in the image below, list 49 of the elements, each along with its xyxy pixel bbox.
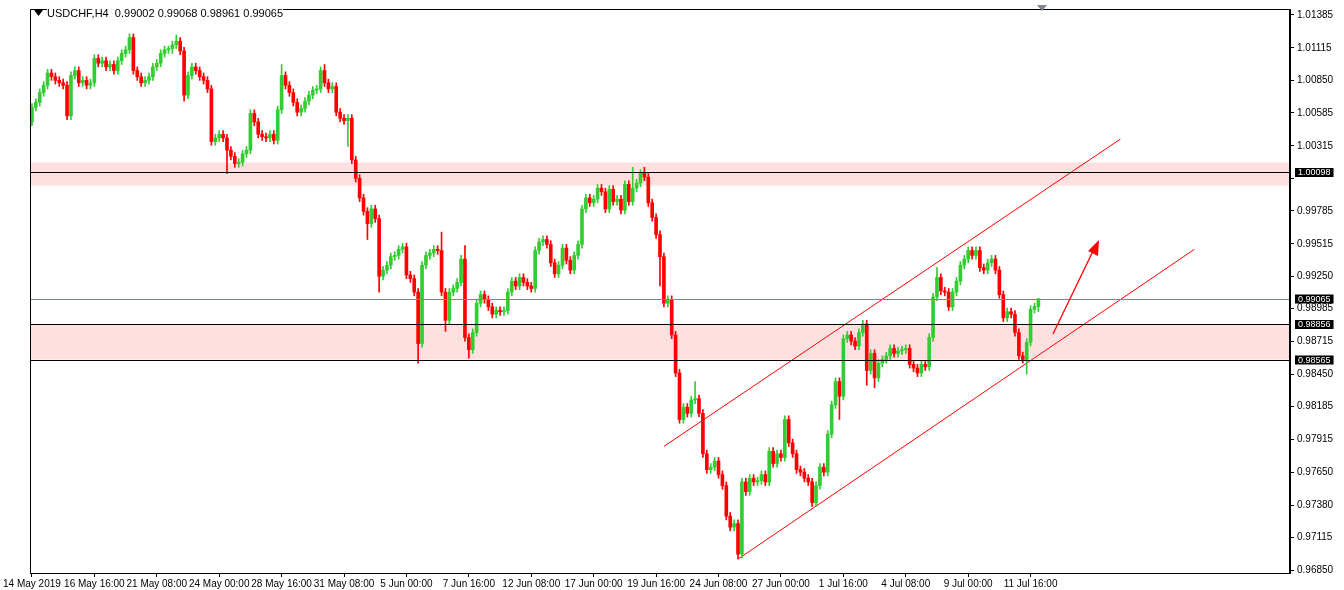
y-tick-label: 0.99250	[1297, 270, 1334, 281]
y-tick-label: 1.01385	[1297, 8, 1334, 20]
candlestick	[346, 114, 350, 147]
x-tick-label: 31 May 08:00	[313, 577, 375, 589]
y-tick-label: 0.97115	[1297, 531, 1333, 543]
x-tick-label: 14 May 2019	[3, 577, 62, 589]
x-tick-label: 7 Jun 16:00	[442, 577, 496, 589]
x-tick-label: 16 May 16:00	[64, 577, 126, 589]
x-tick-label: 11 Jul 16:00	[1003, 577, 1058, 589]
candlestick	[330, 82, 335, 93]
ref-line-label: 0.98856	[1298, 319, 1331, 330]
x-tick-label: 4 Jul 08:00	[881, 577, 931, 589]
ref-line-label: 0.99065	[1298, 293, 1331, 304]
x-tick-label: 12 Jun 08:00	[502, 577, 561, 589]
y-tick-label: 0.98185	[1297, 400, 1334, 412]
y-tick-label: 0.97915	[1297, 433, 1334, 445]
y-tick-label: 1.01115	[1297, 41, 1333, 53]
y-tick-label: 0.96850	[1297, 563, 1334, 575]
candlestick	[900, 345, 904, 355]
candlestick	[143, 76, 147, 87]
y-tick-label: 0.98715	[1297, 335, 1334, 347]
x-tick-label: 28 May 16:00	[251, 577, 313, 589]
y-tick-label: 0.99785	[1297, 204, 1334, 216]
x-tick-label: 19 Jun 16:00	[627, 577, 686, 589]
y-tick-label: 1.00315	[1297, 139, 1334, 151]
x-tick-label: 24 May 00:00	[188, 577, 250, 589]
y-tick-label: 0.98985	[1297, 302, 1334, 314]
candlestick	[264, 132, 268, 142]
x-tick-label: 5 Jun 00:00	[380, 577, 434, 589]
x-tick-label: 1 Jul 16:00	[818, 577, 869, 589]
ref-line-label: 1.00098	[1298, 167, 1331, 178]
x-tick-label: 17 Jun 00:00	[564, 577, 624, 589]
x-tick-label: 27 Jun 00:00	[752, 577, 811, 589]
candlestick	[108, 60, 112, 71]
y-tick-label: 1.00585	[1297, 106, 1334, 118]
y-tick-label: 0.97650	[1297, 465, 1334, 477]
x-tick-label: 21 May 08:00	[126, 577, 188, 589]
ref-line-label: 0.98565	[1298, 355, 1331, 366]
candlestick	[498, 306, 502, 316]
y-tick-label: 1.00850	[1297, 74, 1334, 86]
candlestick	[903, 344, 908, 354]
candlestick	[57, 76, 62, 87]
chart-title: USDCHF,H4 0.99002 0.99068 0.98961 0.99065	[47, 7, 284, 19]
y-tick-label: 0.98450	[1297, 367, 1334, 379]
y-tick-label: 0.99515	[1297, 237, 1334, 249]
candlestick	[615, 195, 619, 206]
y-tick-label: 0.97380	[1297, 498, 1334, 510]
x-tick-label: 9 Jul 00:00	[943, 577, 994, 589]
x-tick-label: 24 Jun 08:00	[689, 577, 748, 589]
